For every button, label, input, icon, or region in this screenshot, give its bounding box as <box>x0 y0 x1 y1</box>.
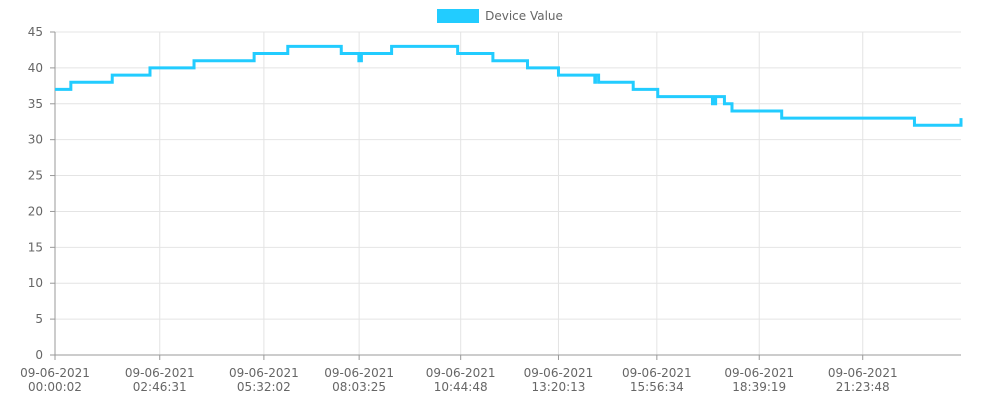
x-tick-time: 10:44:48 <box>434 380 488 394</box>
x-tick-time: 02:46:31 <box>133 380 187 394</box>
x-tick-time: 15:56:34 <box>630 380 684 394</box>
x-tick-time: 18:39:19 <box>732 380 786 394</box>
x-tick-label: 09-06-2021 15:56:34 <box>622 366 692 394</box>
x-tick-date: 09-06-2021 <box>426 366 496 380</box>
x-tick-date: 09-06-2021 <box>524 366 594 380</box>
x-tick-time: 13:20:13 <box>532 380 586 394</box>
x-tick-time: 00:00:02 <box>28 380 82 394</box>
x-tick-label: 09-06-2021 10:44:48 <box>426 366 496 394</box>
x-tick-date: 09-06-2021 <box>724 366 794 380</box>
x-tick-label: 09-06-2021 21:23:48 <box>828 366 898 394</box>
x-tick-time: 08:03:25 <box>332 380 386 394</box>
y-axis: 0 5 10 15 20 25 30 35 40 45 <box>28 25 56 362</box>
x-tick-label: 09-06-2021 00:00:02 <box>20 366 90 394</box>
legend[interactable]: Device Value <box>0 6 1000 26</box>
x-tick-label: 09-06-2021 18:39:19 <box>724 366 794 394</box>
y-tick-label: 35 <box>28 97 43 111</box>
x-tick-label: 09-06-2021 02:46:31 <box>125 366 195 394</box>
x-tick-date: 09-06-2021 <box>229 366 299 380</box>
x-tick-date: 09-06-2021 <box>828 366 898 380</box>
y-tick-label: 30 <box>28 133 43 147</box>
x-tick-label: 09-06-2021 13:20:13 <box>524 366 594 394</box>
x-tick-date: 09-06-2021 <box>324 366 394 380</box>
y-tick-label: 20 <box>28 204 43 218</box>
y-tick-label: 40 <box>28 61 43 75</box>
y-tick-label: 5 <box>35 312 43 326</box>
x-tick-label: 09-06-2021 08:03:25 <box>324 366 394 394</box>
y-tick-label: 15 <box>28 240 43 254</box>
y-tick-label: 10 <box>28 276 43 290</box>
grid <box>54 31 961 356</box>
legend-swatch <box>437 9 480 23</box>
legend-label: Device Value <box>485 9 563 23</box>
x-tick-date: 09-06-2021 <box>20 366 90 380</box>
y-tick-label: 25 <box>28 169 43 183</box>
x-tick-time: 21:23:48 <box>836 380 890 394</box>
series-layer <box>55 44 963 127</box>
x-tick-label: 09-06-2021 05:32:02 <box>229 366 299 394</box>
x-tick-time: 05:32:02 <box>237 380 291 394</box>
y-tick-label: 0 <box>35 348 43 362</box>
x-tick-date: 09-06-2021 <box>622 366 692 380</box>
series-line-device-value[interactable] <box>55 44 963 127</box>
x-tick-date: 09-06-2021 <box>125 366 195 380</box>
y-tick-label: 45 <box>28 25 43 39</box>
